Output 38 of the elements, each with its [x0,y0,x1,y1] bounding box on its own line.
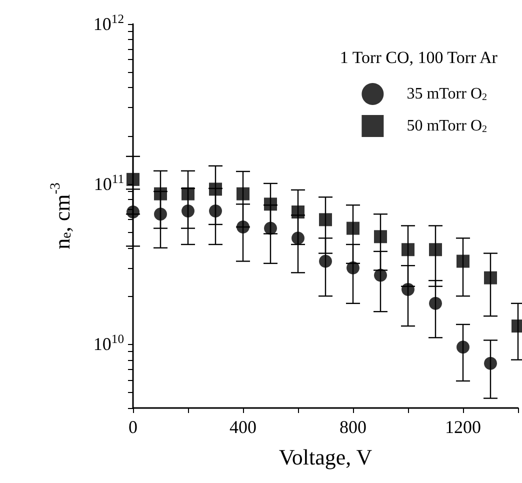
point [182,204,194,218]
point [456,340,470,354]
point [484,271,497,284]
point [456,254,470,268]
x-tick-label: 400 [230,417,256,437]
x-tick-label: 0 [128,417,138,437]
x-tick-label: 800 [340,417,366,437]
point [209,182,222,196]
point [292,232,304,245]
point [264,198,277,211]
point [429,296,442,310]
point [292,205,304,218]
point [402,282,414,296]
y-tick-label: 10$^{10}$ [93,331,124,356]
point [209,204,222,218]
point [319,213,332,226]
point [236,220,250,234]
point [429,243,442,256]
point [154,187,167,200]
y-tick-label: 10$^{12}$ [93,11,124,36]
point [484,356,497,370]
point [126,172,140,186]
point [374,230,387,244]
point [346,222,360,235]
point [402,243,414,256]
point [126,205,140,218]
point [319,254,332,268]
y-tick-label: 10$^{11}$ [94,171,124,196]
point [264,222,277,235]
x-tick-label: 1200 [445,417,481,437]
point [182,187,194,200]
point [346,261,360,274]
y-axis-title: ne, cm-3 [48,182,74,250]
legend-title: 1 Torr CO, 100 Torr Ar [340,48,498,67]
point [154,208,167,221]
point [236,187,250,200]
x-axis-title: Voltage, V [278,444,372,470]
point [374,268,387,282]
